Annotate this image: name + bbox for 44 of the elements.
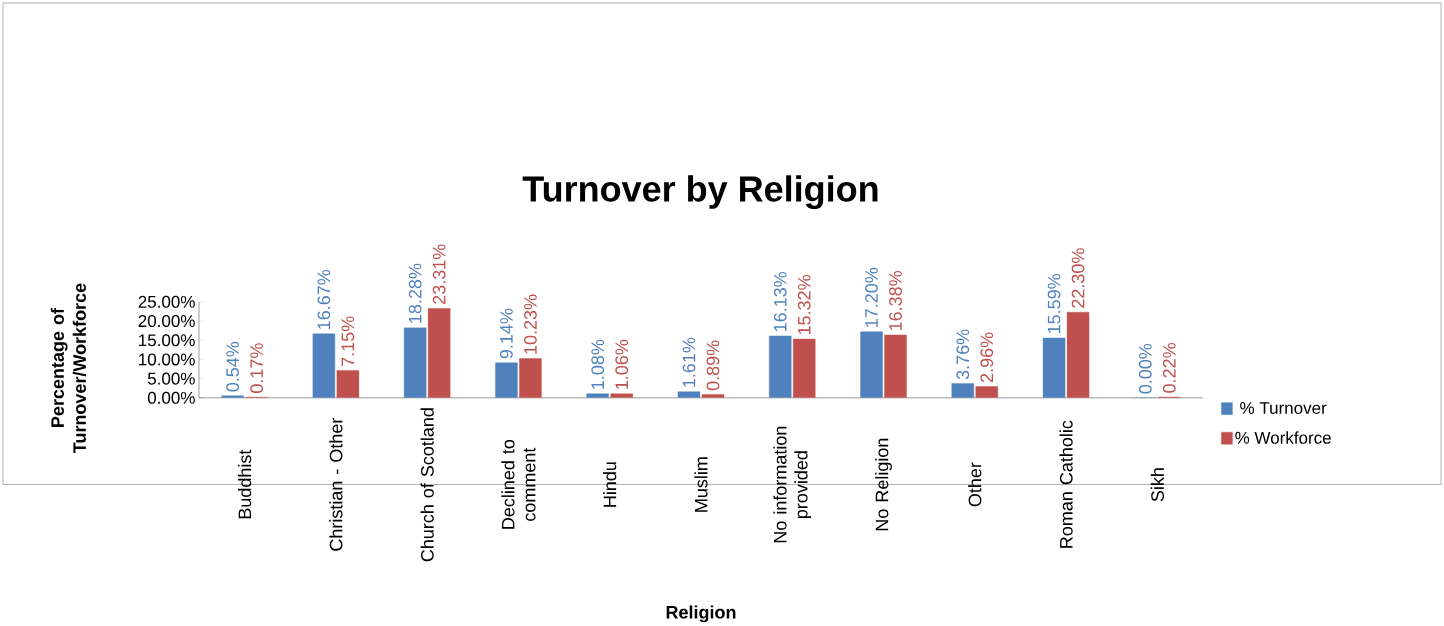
data-label: 16.38% — [889, 271, 902, 331]
x-tick-label: No information provided — [773, 427, 812, 543]
legend-label: % Workforce — [1235, 431, 1331, 445]
y-axis-title: Percentage of Turnover/Workforce — [50, 283, 87, 454]
y-tick-label: 5.00% — [147, 372, 195, 385]
data-label: 1.08% — [591, 339, 605, 389]
x-tick-label: Other — [968, 462, 982, 507]
data-label: 15.59% — [1047, 274, 1061, 334]
x-tick-label: Church of Scotland — [420, 408, 434, 562]
data-label: 17.20% — [865, 268, 878, 328]
x-tick-label: Roman Catholic — [1059, 420, 1073, 548]
data-label: 23.31% — [432, 244, 446, 305]
x-tick-label: Muslim — [694, 457, 708, 512]
x-tick-label: Buddhist — [238, 449, 252, 519]
legend-label: % Turnover — [1240, 402, 1327, 415]
chart-title: Turnover by Religion — [522, 175, 878, 210]
x-tick-label: Sikh — [1150, 468, 1164, 502]
y-tick-label: 0.00% — [147, 392, 195, 405]
x-tick-label: Hindu — [603, 462, 617, 507]
y-tick-label: 10.00% — [139, 353, 195, 366]
data-label: 9.14% — [500, 309, 513, 359]
data-label: 3.76% — [956, 329, 970, 380]
data-label: 16.13% — [773, 272, 787, 332]
data-label: 18.28% — [408, 263, 422, 323]
data-label: 0.89% — [706, 340, 720, 391]
x-tick-label: No Religion — [875, 439, 892, 531]
data-label: 22.30% — [1071, 248, 1085, 308]
y-tick-label: 25.00% — [138, 296, 195, 309]
data-label: 0.22% — [1162, 343, 1176, 393]
data-label: 0.17% — [250, 343, 263, 394]
x-axis-title: Religion — [666, 605, 736, 623]
data-label: 15.32% — [797, 275, 811, 335]
y-tick-label: 20.00% — [138, 315, 195, 328]
x-tick-label: Christian - Other — [329, 418, 343, 551]
data-label: 1.06% — [615, 340, 629, 390]
data-label: 16.67% — [317, 270, 331, 330]
x-tick-label: Declined to comment — [501, 440, 536, 529]
data-label: 0.00% — [1138, 344, 1152, 394]
data-label: 10.23% — [524, 294, 537, 354]
data-label: 2.96% — [980, 332, 994, 383]
data-label: 1.61% — [682, 337, 696, 387]
data-label: 0.54% — [226, 342, 239, 392]
y-tick-label: 15.00% — [139, 334, 195, 347]
data-label: 7.15% — [341, 316, 355, 367]
